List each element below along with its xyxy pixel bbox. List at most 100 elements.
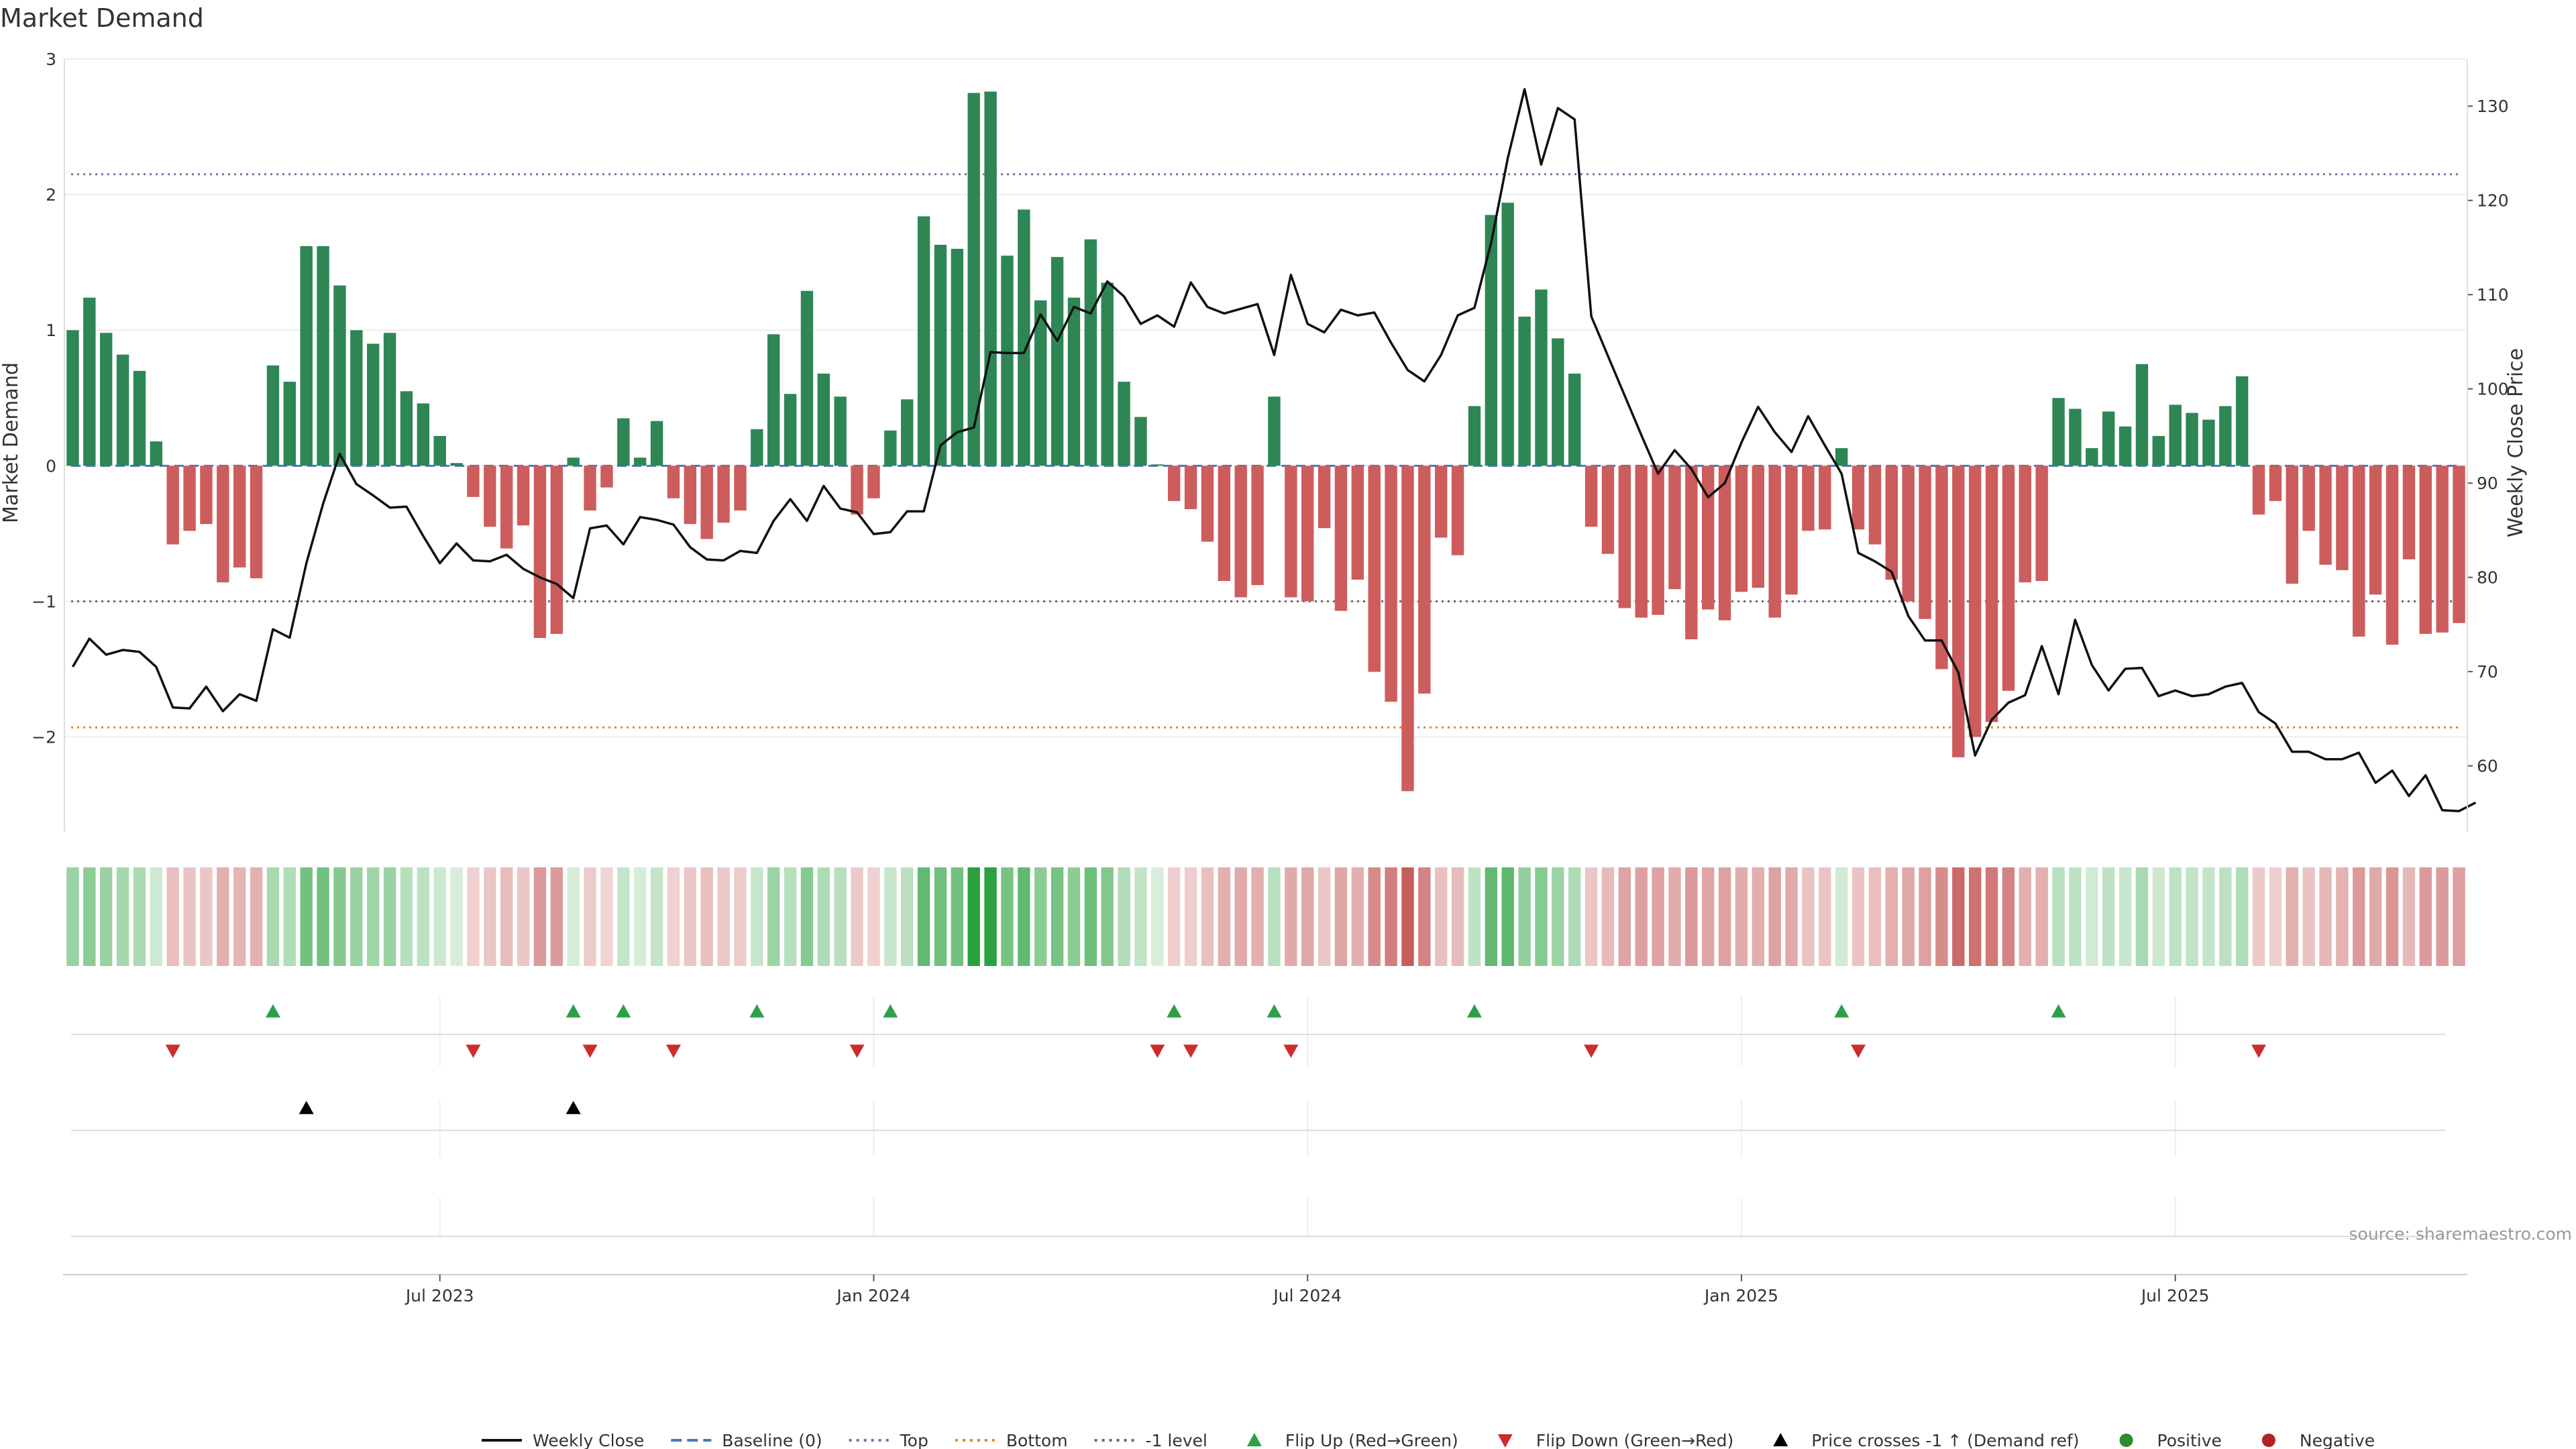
heat-cell	[233, 867, 246, 966]
heat-cell	[1819, 867, 1831, 966]
demand-bar	[1518, 317, 1531, 466]
heat-cell	[350, 867, 363, 966]
heat-cell	[1301, 867, 1314, 966]
heat-cell	[1919, 867, 1931, 966]
flip-up-marker	[265, 1004, 280, 1018]
heat-cell	[2019, 867, 2032, 966]
y-tick-right: 80	[2477, 568, 2498, 588]
heat-cell	[83, 867, 96, 966]
heat-cell	[684, 867, 697, 966]
heat-cell	[300, 867, 313, 966]
demand-bar	[533, 466, 547, 638]
demand-bar	[116, 354, 129, 466]
legend-label: Positive	[2157, 1431, 2222, 1449]
demand-bar	[800, 290, 814, 466]
demand-bar	[584, 466, 596, 511]
heat-cell	[800, 867, 814, 966]
demand-bar	[500, 466, 513, 549]
heat-cell	[1051, 867, 1064, 966]
demand-bar	[1935, 466, 1948, 669]
legend-swatch	[2261, 1434, 2275, 1447]
demand-bar	[1668, 466, 1681, 590]
demand-bar	[66, 330, 79, 466]
demand-bar	[1652, 466, 1664, 615]
heat-cell	[2169, 867, 2182, 966]
heat-cell	[217, 867, 229, 966]
heat-cell	[2235, 867, 2249, 966]
heat-cell	[567, 867, 580, 966]
demand-bar	[1051, 257, 1064, 466]
demand-heat-strip	[66, 867, 2465, 966]
demand-bar	[884, 430, 897, 466]
event-marker-panels	[71, 996, 2446, 1238]
heat-cell	[1251, 867, 1264, 966]
x-tick-label: Jul 2025	[2140, 1286, 2210, 1305]
heat-cell	[2385, 867, 2399, 966]
heat-cell	[734, 867, 747, 966]
heat-cell	[1985, 867, 1998, 966]
demand-bar	[734, 466, 747, 511]
heat-cell	[133, 867, 146, 966]
y-tick-left: 3	[46, 50, 56, 69]
flip-up-marker	[883, 1004, 898, 1018]
legend-label: Top	[900, 1431, 928, 1449]
heat-cell	[2052, 867, 2065, 966]
demand-bar	[1601, 466, 1615, 554]
heat-cell	[266, 867, 280, 966]
legend-swatch	[1497, 1434, 1513, 1448]
heat-cell	[900, 867, 914, 966]
heat-cell	[834, 867, 847, 966]
demand-bar	[2035, 466, 2048, 582]
demand-bar	[2186, 413, 2198, 466]
demand-bar	[1952, 466, 1965, 757]
heat-cell	[917, 867, 930, 966]
demand-bar	[1285, 466, 1297, 598]
demand-bar	[1685, 466, 1698, 640]
demand-bar	[867, 466, 880, 498]
demand-bar	[2419, 466, 2432, 634]
flip-down-marker	[1183, 1044, 1199, 1058]
price-cross-marker	[299, 1101, 314, 1114]
heat-cell	[1885, 867, 1898, 966]
heat-cell	[400, 867, 413, 966]
flip-up-marker	[1466, 1004, 1482, 1018]
demand-bar	[1234, 466, 1247, 598]
demand-bar	[99, 333, 113, 466]
demand-bar	[183, 466, 196, 531]
demand-bar	[1451, 466, 1464, 555]
demand-bar	[366, 343, 380, 466]
demand-bar	[133, 370, 146, 466]
heat-cell	[1952, 867, 1965, 966]
flip-up-marker	[749, 1004, 765, 1018]
legend-swatch	[2119, 1434, 2133, 1447]
heat-cell	[1184, 867, 1197, 966]
demand-bar	[1752, 466, 1765, 588]
demand-bar	[1201, 466, 1214, 542]
legend-label: Price crosses -1 ↑ (Demand ref)	[1811, 1431, 2079, 1449]
heat-cell	[2269, 867, 2282, 966]
demand-bar	[1167, 466, 1181, 501]
demand-bar	[1067, 297, 1081, 466]
demand-bar	[1218, 466, 1231, 582]
chart-title: Market Demand	[0, 3, 204, 33]
heat-cell	[1568, 867, 1581, 966]
legend-item: -1 level	[1094, 1431, 1208, 1449]
demand-bar	[2052, 398, 2065, 466]
flip-up-marker	[1267, 1004, 1282, 1018]
heat-cell	[383, 867, 396, 966]
demand-bar	[934, 244, 947, 466]
heat-cell	[1601, 867, 1615, 966]
legend-label: Flip Down (Green→Red)	[1536, 1431, 1734, 1449]
heat-cell	[1034, 867, 1047, 966]
demand-bar	[2235, 376, 2249, 466]
heat-cell	[1535, 867, 1548, 966]
demand-bar	[166, 466, 179, 545]
heat-cell	[333, 867, 346, 966]
heat-cell	[2152, 867, 2165, 966]
heat-cell	[2219, 867, 2232, 966]
legend: Weekly Close Baseline (0) Top Bottom -1 leve…	[482, 1431, 2375, 1449]
demand-bar	[2086, 448, 2098, 466]
demand-bars	[66, 91, 2465, 792]
legend-item: Positive	[2119, 1431, 2222, 1449]
demand-bar	[984, 91, 997, 466]
